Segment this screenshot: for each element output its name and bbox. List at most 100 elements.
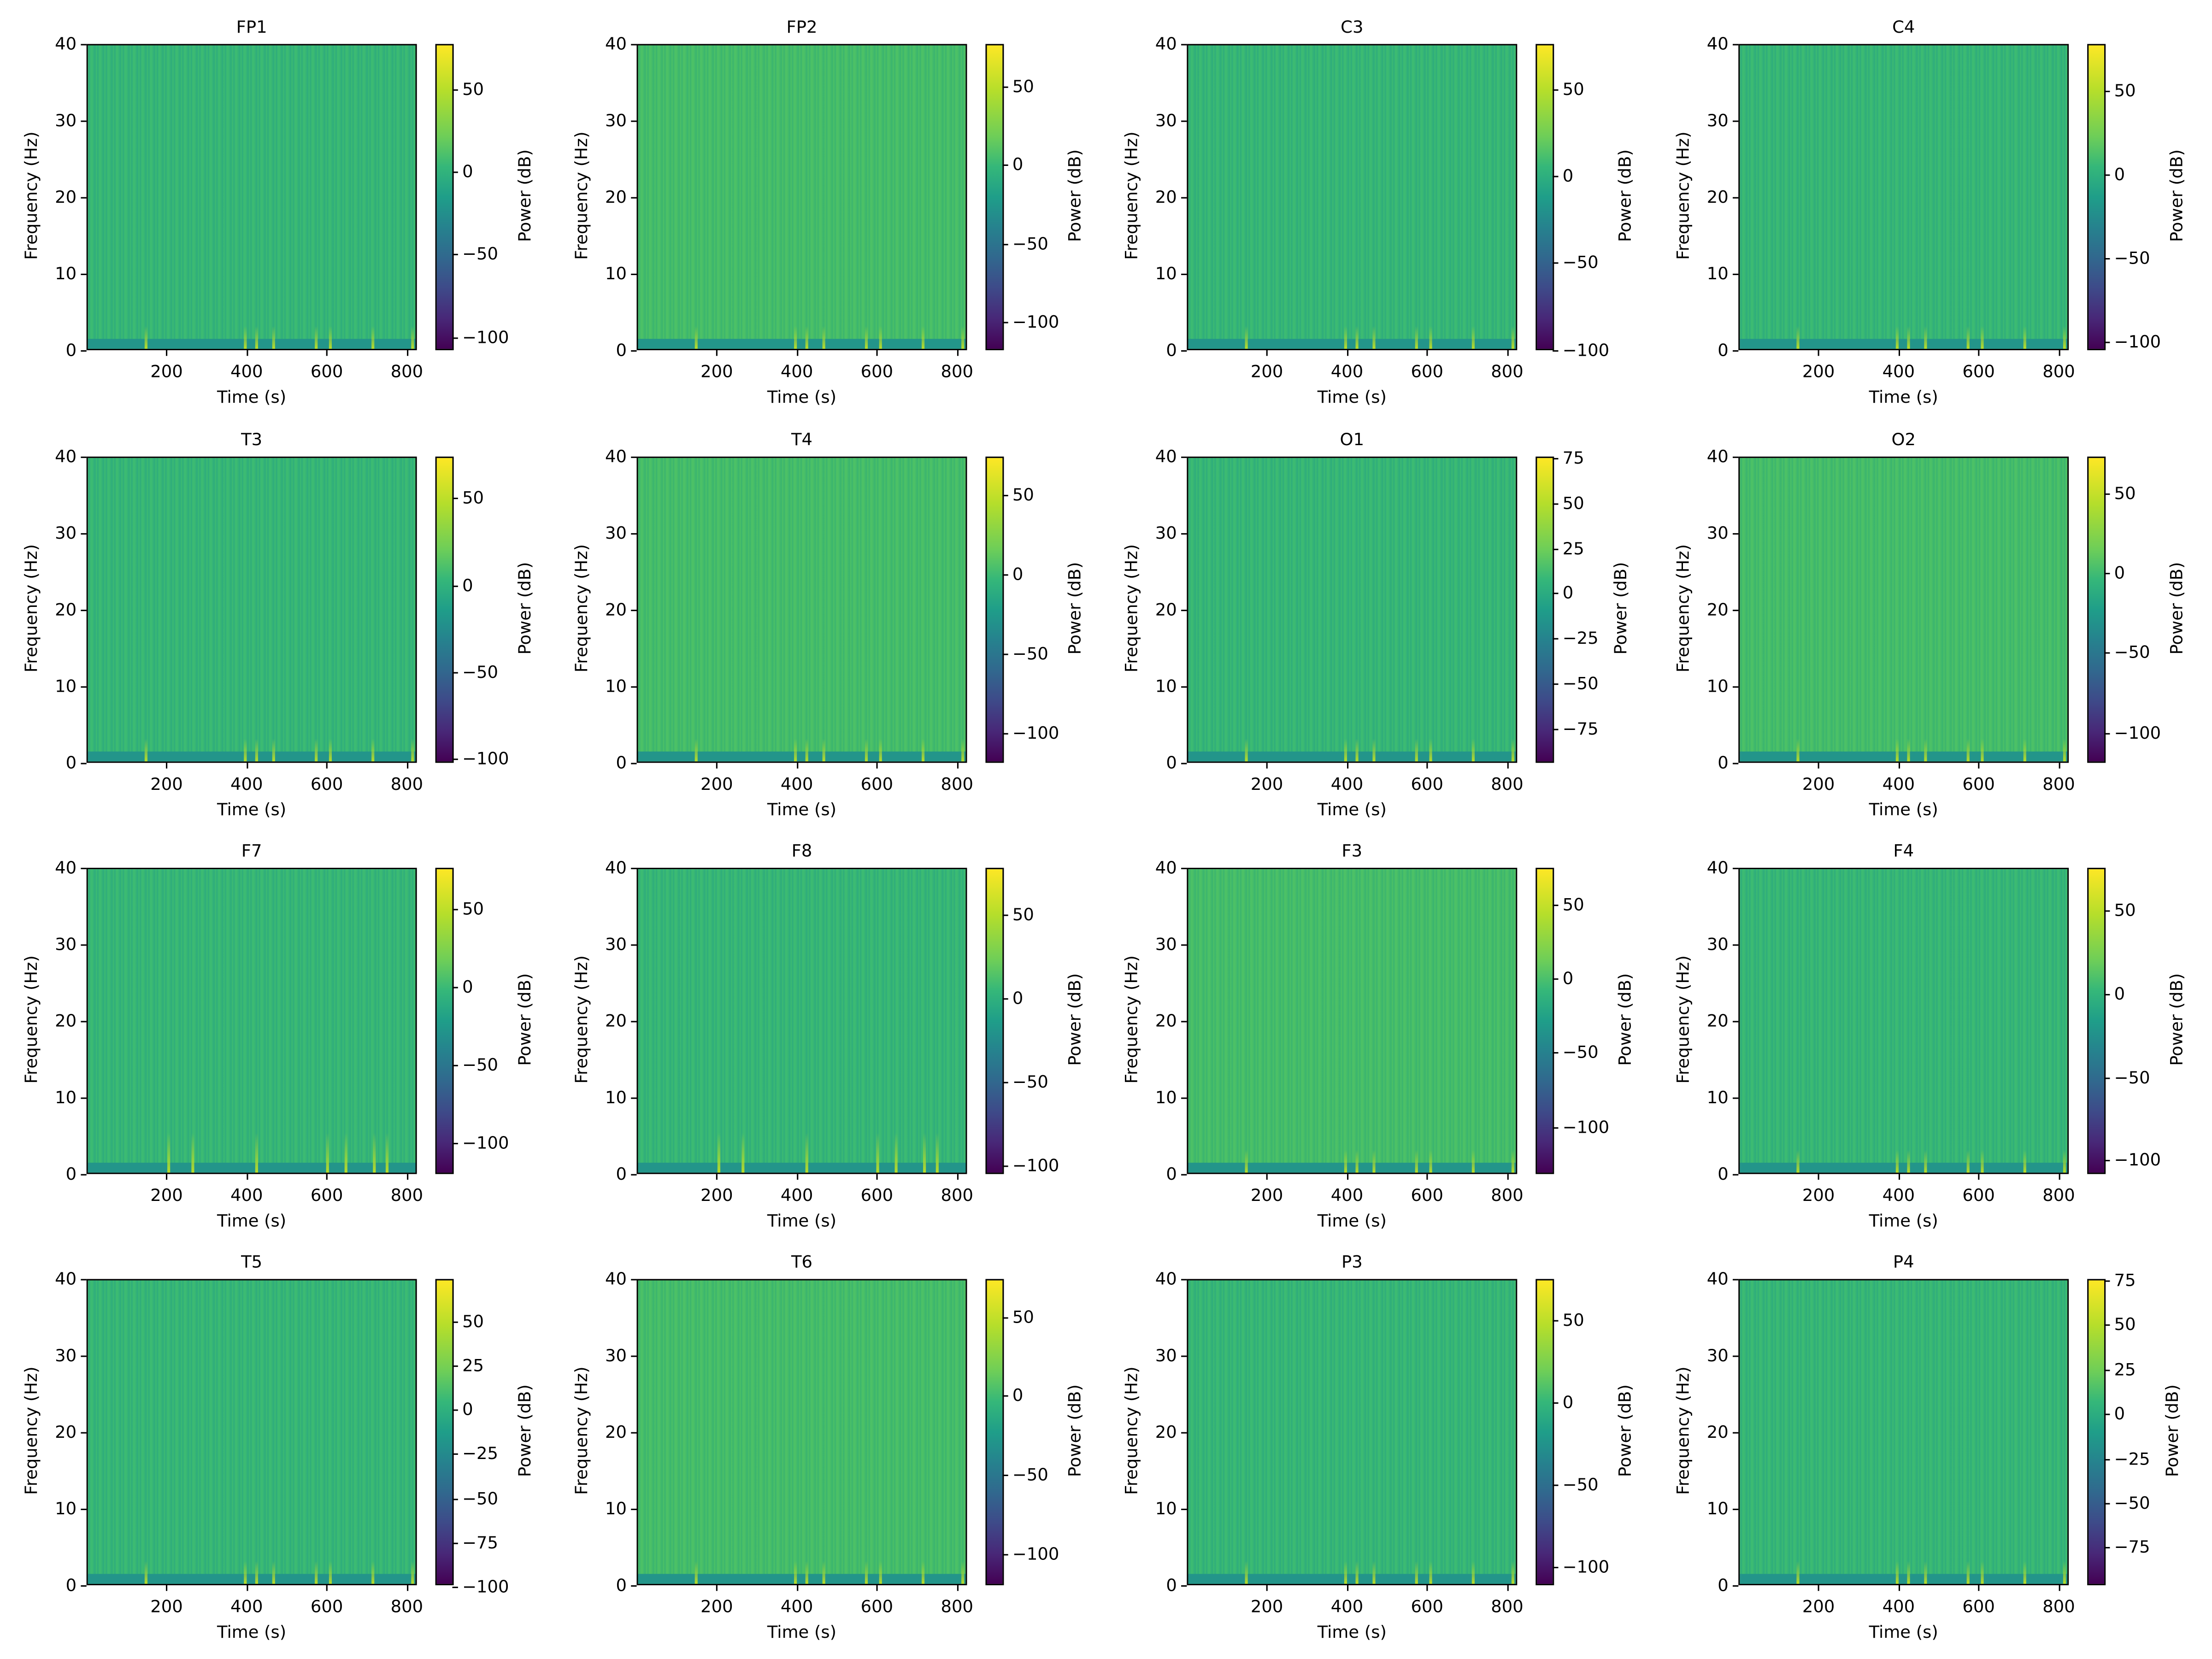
power-streak <box>694 326 698 349</box>
colorbar: 50 0 −50 −100 <box>435 456 509 769</box>
panel-title: T6 <box>791 1252 813 1272</box>
power-streak <box>1415 326 1418 349</box>
spectrogram-plot <box>86 44 417 350</box>
power-streak <box>1511 739 1515 762</box>
power-streak <box>1245 326 1248 349</box>
power-streak <box>1796 1561 1800 1584</box>
spectrogram-image <box>638 869 966 1173</box>
power-streak <box>865 1561 868 1584</box>
power-streak <box>373 1133 376 1173</box>
y-axis-label: Frequency (Hz) <box>1121 131 1141 260</box>
power-streak <box>329 739 332 762</box>
spectrogram-plot <box>636 1279 967 1585</box>
power-streak <box>244 326 247 349</box>
x-axis-label: Time (s) <box>217 1211 287 1231</box>
low-frequency-band <box>88 1163 416 1173</box>
y-axis-label: Frequency (Hz) <box>1121 955 1141 1084</box>
x-axis-label: Time (s) <box>1869 387 1938 407</box>
low-frequency-band <box>1740 1574 2068 1584</box>
spectrogram-plot <box>86 868 417 1174</box>
power-streak <box>255 1561 258 1584</box>
power-streak <box>865 326 868 349</box>
power-streak <box>1895 1561 1899 1584</box>
power-streak <box>2063 1150 2066 1173</box>
low-frequency-band <box>1188 751 1516 762</box>
y-axis-label: Frequency (Hz) <box>571 544 592 673</box>
spectrogram-plot <box>636 456 967 763</box>
spectrogram-image <box>88 869 416 1173</box>
power-streak <box>1895 1150 1899 1173</box>
colorbar-label: Power (dB) <box>2166 149 2187 242</box>
power-streak <box>894 1133 898 1173</box>
colorbar: 50 0 −50 −100 <box>435 44 509 350</box>
y-axis-label: Frequency (Hz) <box>571 955 592 1084</box>
y-axis-label: Frequency (Hz) <box>1673 1366 1693 1495</box>
panel-title: P3 <box>1341 1252 1363 1272</box>
y-axis-label: Frequency (Hz) <box>1673 544 1693 673</box>
spectrogram-plot <box>636 44 967 350</box>
power-streak <box>315 739 318 762</box>
low-frequency-band <box>638 1163 966 1173</box>
panel-title: C3 <box>1341 17 1364 37</box>
power-streak <box>1796 1150 1800 1173</box>
low-frequency-band <box>88 751 416 762</box>
power-streak <box>2023 739 2026 762</box>
spectrogram-plot <box>86 1279 417 1585</box>
power-streak <box>1355 739 1359 762</box>
panel-title: O1 <box>1340 429 1365 450</box>
power-streak <box>1981 739 1984 762</box>
low-frequency-band <box>1188 1163 1516 1173</box>
power-streak <box>923 1133 926 1173</box>
power-streak <box>1344 739 1347 762</box>
low-frequency-band <box>1740 751 2068 762</box>
y-axis-label: Frequency (Hz) <box>571 1366 592 1495</box>
power-streak <box>1245 739 1248 762</box>
spectrogram-image <box>1188 869 1516 1173</box>
power-streak <box>1981 1150 1984 1173</box>
spectrogram-plot <box>1187 44 1518 350</box>
spectrogram-plot <box>86 456 417 763</box>
x-axis-label: Time (s) <box>217 800 287 820</box>
power-streak <box>1372 739 1376 762</box>
power-streak <box>822 739 825 762</box>
power-streak <box>144 739 147 762</box>
power-streak <box>329 326 332 349</box>
spectrogram-image <box>638 458 966 762</box>
power-streak <box>1981 326 1984 349</box>
power-streak <box>1966 1561 1970 1584</box>
colorbar: 50 0 −50 −100 <box>1535 868 1609 1174</box>
power-streak <box>921 1561 925 1584</box>
power-streak <box>794 1561 797 1584</box>
power-streak <box>2063 326 2066 349</box>
power-streak <box>1966 739 1970 762</box>
panel-title: O2 <box>1891 429 1916 450</box>
spectrogram-image <box>638 1280 966 1584</box>
power-streak <box>1471 1150 1475 1173</box>
power-streak <box>717 1133 721 1173</box>
colorbar: 50 0 −50 −100 <box>985 44 1059 350</box>
power-streak <box>385 1133 389 1173</box>
power-streak <box>315 326 318 349</box>
power-streak <box>1966 326 1970 349</box>
colorbar-label: Power (dB) <box>514 1384 535 1477</box>
power-streak <box>879 739 882 762</box>
power-streak <box>371 739 375 762</box>
power-streak <box>315 1561 318 1584</box>
power-streak <box>1471 1561 1475 1584</box>
colorbar: 50 0 −50 −100 <box>985 1279 1059 1585</box>
power-streak <box>272 739 275 762</box>
spectrogram-image <box>1188 458 1516 762</box>
colorbar-label: Power (dB) <box>2166 562 2187 655</box>
x-axis-label: Time (s) <box>1869 1211 1938 1231</box>
colorbar: 50 0 −50 −100 <box>2087 868 2161 1174</box>
power-streak <box>1471 739 1475 762</box>
x-axis-label: Time (s) <box>767 1211 837 1231</box>
low-frequency-band <box>88 1574 416 1584</box>
power-streak <box>1966 1150 1970 1173</box>
spectrogram-image <box>1740 1280 2068 1584</box>
colorbar: 50 0 −50 −100 <box>985 868 1059 1175</box>
y-axis-label: Frequency (Hz) <box>1121 1366 1141 1495</box>
y-axis-label: Frequency (Hz) <box>21 955 41 1084</box>
y-axis-label: Frequency (Hz) <box>21 131 41 260</box>
